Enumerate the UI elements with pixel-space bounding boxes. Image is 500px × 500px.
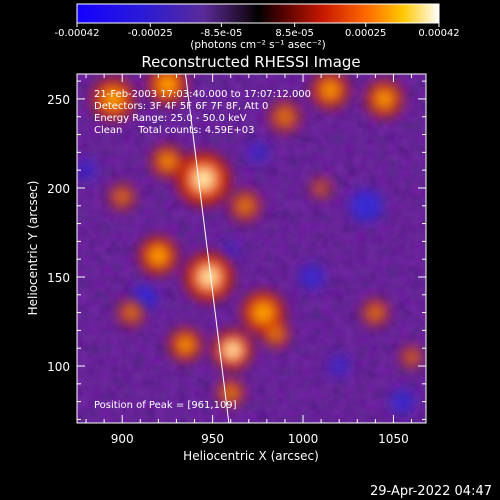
peak-position-label: Position of Peak = [961,109] (94, 400, 237, 411)
colorbar-tick-label: -0.00025 (128, 28, 173, 39)
hotspot-core (200, 268, 218, 286)
hotspot-core (279, 111, 291, 123)
x-axis-label: Heliocentric X (arcsec) (183, 449, 319, 463)
coldspot (299, 264, 325, 290)
noise-texture (77, 74, 426, 423)
hotspot-core (239, 200, 251, 212)
hotspot-core (117, 191, 128, 202)
plot-area (77, 74, 426, 423)
annotation-detectors: Detectors: 3F 4F 5F 6F 7F 8F, Att 0 (94, 101, 268, 112)
hotspot-core (161, 155, 174, 167)
x-tick-label: 950 (201, 432, 224, 446)
limb-line (185, 74, 230, 423)
hotspot-core (271, 329, 281, 339)
hotspot-core (225, 387, 236, 398)
hotspot-core (407, 353, 416, 362)
coldspot (77, 159, 97, 181)
colorbar-tick-label: 0.00025 (345, 28, 386, 39)
coldspot (246, 141, 269, 164)
hotspot-core (226, 343, 240, 357)
x-tick-label: 1000 (288, 432, 319, 446)
hot-regions (91, 74, 424, 408)
hotspot-core (179, 338, 192, 351)
colorbar-gradient (76, 3, 440, 24)
annotation-clean-counts: Clean Total counts: 4.59E+03 (94, 125, 254, 136)
hotspot-core (151, 249, 165, 263)
hotspot-core (317, 183, 326, 193)
hotspot-core (323, 83, 337, 97)
coldspot (350, 189, 383, 223)
y-axis-label: Heliocentric Y (arcsec) (26, 181, 40, 316)
chart-title: Reconstructed RHESSI Image (141, 53, 360, 71)
colorbar-tick-label: 0.00042 (418, 28, 459, 39)
colorbar: -0.00042 -0.00025 -8.5e-05 8.5e-05 0.00025 0.… (55, 3, 460, 51)
y-tick-label: 150 (47, 271, 70, 285)
colorbar-tick-label: 8.5e-05 (275, 28, 313, 39)
hotspot-core (105, 91, 121, 107)
y-tick-label: 200 (47, 182, 70, 196)
x-tick-label: 900 (111, 432, 134, 446)
footer-timestamp: 29-Apr-2022 04:47 (370, 484, 492, 499)
annotation-block: 21-Feb-2003 17:03:40.000 to 17:07:12.000… (94, 89, 311, 136)
annotation-time-range: 21-Feb-2003 17:03:40.000 to 17:07:12.000 (94, 89, 311, 100)
hotspot-core (160, 78, 174, 92)
hotspot-core (370, 307, 381, 318)
axis-ticks: 900 950 1000 1050 100 150 200 250 (47, 74, 426, 446)
y-tick-label: 250 (47, 93, 70, 107)
colorbar-unit: (photons cm⁻² s⁻¹ asec⁻²) (190, 39, 325, 51)
hotspot-core (255, 305, 271, 320)
coldspot (389, 388, 416, 415)
x-tick-label: 1050 (378, 432, 409, 446)
annotation-energy-range: Energy Range: 25.0 - 50.0 keV (94, 113, 247, 124)
cold-regions (77, 141, 416, 415)
hotspot-core (377, 92, 391, 106)
hotspot-core (126, 307, 137, 318)
coldspot (328, 355, 351, 377)
colorbar-tick-label: -0.00042 (55, 28, 100, 39)
coldspot (221, 241, 240, 260)
colorbar-tick-label: -8.5e-05 (200, 28, 242, 39)
plot-frame (76, 73, 427, 424)
y-tick-label: 100 (47, 360, 70, 374)
